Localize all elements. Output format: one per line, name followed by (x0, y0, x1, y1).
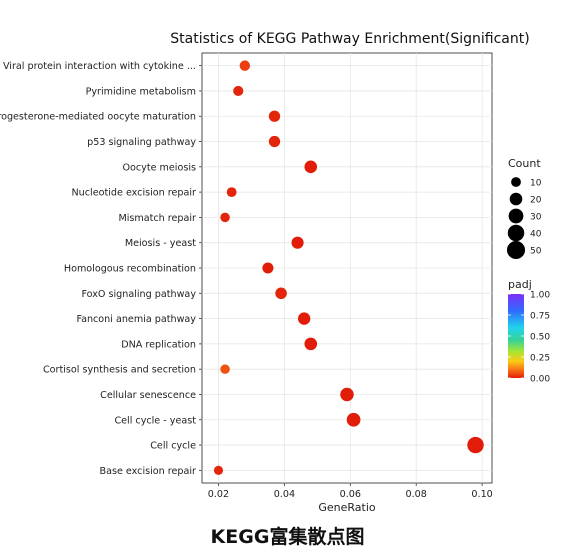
y-tick-label: p53 signaling pathway (87, 137, 196, 148)
y-tick-label: Progesterone-mediated oocyte maturation (0, 112, 196, 123)
data-point (268, 135, 281, 148)
y-tick-label: Meiosis - yeast (125, 238, 196, 249)
count-legend-dot (509, 192, 523, 206)
data-point (297, 312, 311, 325)
y-tick-label: Cell cycle (150, 441, 196, 452)
data-point (268, 110, 281, 122)
data-point (346, 412, 361, 427)
x-tick-label: 0.08 (406, 489, 427, 500)
count-legend-label: 40 (530, 230, 542, 240)
grid-lines (202, 53, 492, 483)
chart-title: Statistics of KEGG Pathway Enrichment(Si… (170, 31, 529, 47)
count-legend-label: 20 (530, 196, 542, 206)
data-point (291, 236, 304, 249)
y-tick-label: Homologous recombination (64, 264, 196, 275)
y-tick-label: DNA replication (121, 339, 196, 350)
count-legend: 10 20 30 40 50 (506, 177, 542, 260)
padj-tick-label: 0.00 (530, 375, 550, 385)
data-point (226, 187, 237, 198)
y-tick-label: Mismatch repair (118, 213, 196, 224)
y-tick-label: Cortisol synthesis and secretion (43, 365, 196, 376)
count-legend-label: 50 (530, 247, 542, 257)
x-axis-label: GeneRatio (318, 501, 376, 514)
data-point (304, 337, 318, 351)
data-point (340, 387, 354, 402)
count-legend-title: Count (508, 157, 541, 170)
x-tick-label: 0.02 (208, 489, 229, 500)
kegg-scatter-chart: Statistics of KEGG Pathway Enrichment(Si… (0, 31, 550, 514)
y-tick-label: Pyrimidine metabolism (86, 86, 196, 97)
y-tick-label: Cellular senescence (100, 390, 196, 401)
data-points (213, 60, 484, 475)
data-point (304, 160, 318, 174)
y-tick-label: Viral protein interaction with cytokine … (3, 61, 196, 72)
data-point (239, 60, 251, 71)
x-axis-ticks: 0.02 0.04 0.06 0.08 0.10 (208, 483, 493, 500)
data-point (233, 85, 244, 97)
data-point (220, 212, 230, 223)
count-legend-dot (507, 224, 525, 242)
data-point (262, 262, 274, 274)
y-tick-label: Base excision repair (100, 466, 197, 477)
padj-tick-label: 1.00 (530, 291, 550, 301)
data-point (275, 287, 287, 300)
padj-legend-title: padj (508, 278, 532, 291)
padj-legend-ticks: 1.00 0.75 0.50 0.25 0.00 (508, 291, 550, 385)
padj-colorbar (508, 294, 524, 378)
y-tick-label: Oocyte meiosis (122, 162, 196, 173)
count-legend-dot (508, 208, 524, 224)
y-tick-label: Cell cycle - yeast (114, 415, 196, 426)
y-tick-label: Nucleotide excision repair (72, 188, 197, 199)
y-tick-label: Fanconi anemia pathway (76, 314, 196, 325)
count-legend-label: 10 (530, 179, 542, 189)
count-legend-dot (506, 240, 526, 260)
data-point (213, 465, 224, 475)
padj-tick-label: 0.50 (530, 333, 550, 343)
y-tick-label: FoxO signaling pathway (81, 289, 196, 300)
x-tick-label: 0.10 (471, 489, 492, 500)
count-legend-label: 30 (530, 213, 542, 223)
padj-tick-label: 0.75 (530, 312, 550, 322)
y-axis-labels: Viral protein interaction with cytokine … (0, 61, 202, 477)
data-point (467, 436, 484, 454)
figure-caption: KEGG富集散点图 (210, 526, 365, 548)
x-tick-label: 0.06 (340, 489, 361, 500)
count-legend-dot (511, 177, 521, 187)
x-tick-label: 0.04 (274, 489, 295, 500)
data-point (220, 364, 230, 374)
padj-tick-label: 0.25 (530, 354, 550, 364)
